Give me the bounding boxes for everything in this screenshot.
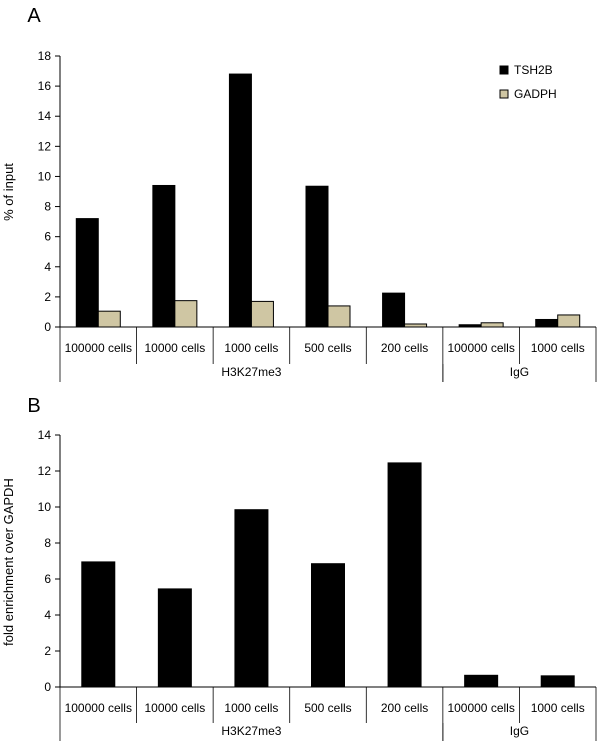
- x-category-label: 1000 cells: [531, 701, 585, 715]
- bar-tsh2b: [152, 184, 176, 328]
- bar-value: [540, 675, 575, 688]
- y-tick-label: 10: [38, 500, 52, 514]
- x-category-label: 1000 cells: [224, 701, 278, 715]
- bar-gadph: [480, 322, 504, 328]
- bar-tsh2b: [535, 318, 559, 328]
- bar-tsh2b: [75, 218, 99, 328]
- x-category-label: 200 cells: [381, 701, 428, 715]
- y-tick-label: 14: [38, 428, 52, 442]
- bar-gadph: [557, 314, 581, 328]
- y-tick-label: 16: [38, 79, 52, 93]
- bar-value: [311, 563, 345, 688]
- x-category-label: 10000 cells: [144, 341, 205, 355]
- bar-value: [464, 674, 499, 688]
- y-tick-label: 10: [38, 169, 52, 183]
- y-tick-label: 12: [38, 464, 52, 478]
- group-label: H3K27me3: [221, 724, 281, 738]
- y-tick-label: 4: [44, 260, 51, 274]
- group-label: IgG: [510, 724, 529, 738]
- x-category-label: 200 cells: [381, 341, 428, 355]
- bar-value: [387, 462, 422, 688]
- legend-swatch: [499, 65, 509, 75]
- x-category-label: 500 cells: [304, 341, 351, 355]
- y-axis-label: fold enrichment over GAPDH: [1, 478, 16, 646]
- y-tick-label: 14: [38, 109, 52, 123]
- x-category-label: 100000 cells: [447, 341, 514, 355]
- x-category-label: 1000 cells: [224, 341, 278, 355]
- y-tick-label: 12: [38, 139, 52, 153]
- bar-gadph: [404, 323, 428, 328]
- y-tick-label: 6: [44, 230, 51, 244]
- y-tick-label: 0: [44, 320, 51, 334]
- panel-label: A: [27, 5, 41, 27]
- x-category-label: 100000 cells: [65, 341, 132, 355]
- x-category-label: 100000 cells: [65, 701, 132, 715]
- legend-swatch: [499, 89, 509, 99]
- y-tick-label: 6: [44, 572, 51, 586]
- legend-label: TSH2B: [514, 63, 553, 77]
- legend-label: GADPH: [514, 87, 557, 101]
- y-tick-label: 8: [44, 536, 51, 550]
- x-category-label: 10000 cells: [144, 701, 205, 715]
- x-category-label: 500 cells: [304, 701, 351, 715]
- bar-gadph: [250, 300, 274, 328]
- y-tick-label: 2: [44, 644, 51, 658]
- group-label: IgG: [510, 365, 529, 379]
- group-label: H3K27me3: [221, 365, 281, 379]
- bar-value: [157, 588, 192, 688]
- bar-tsh2b: [382, 292, 406, 328]
- bar-gadph: [327, 305, 351, 328]
- bar-tsh2b: [305, 185, 329, 328]
- y-tick-label: 8: [44, 200, 51, 214]
- x-category-label: 1000 cells: [531, 341, 585, 355]
- bar-gadph: [174, 300, 198, 328]
- bar-value: [81, 561, 116, 688]
- x-category-label: 100000 cells: [447, 701, 514, 715]
- bar-tsh2b: [458, 324, 482, 328]
- y-tick-label: 2: [44, 290, 51, 304]
- bar-value: [234, 509, 269, 688]
- y-tick-label: 18: [38, 49, 52, 63]
- bar-tsh2b: [228, 73, 252, 328]
- y-tick-label: 4: [44, 608, 51, 622]
- bar-gadph: [97, 310, 121, 328]
- y-axis-label: % of input: [1, 163, 16, 221]
- y-tick-label: 0: [44, 680, 51, 694]
- panel-label: B: [27, 395, 40, 417]
